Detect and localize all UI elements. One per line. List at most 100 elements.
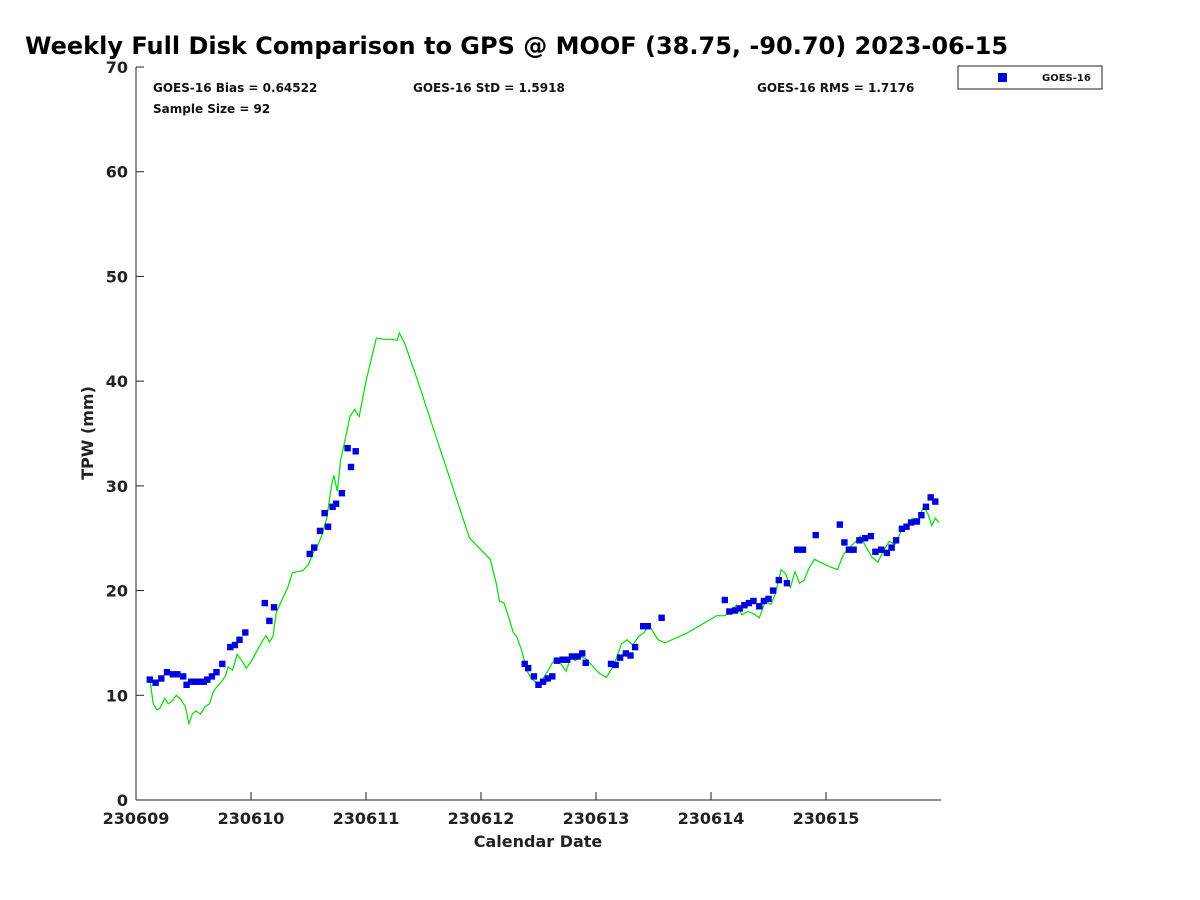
goes16-point xyxy=(907,519,915,526)
goes16-point xyxy=(204,676,211,683)
goes16-point xyxy=(311,544,318,551)
goes16-point xyxy=(736,605,743,612)
goes16-point xyxy=(883,549,891,557)
goes16-point xyxy=(158,675,165,682)
goes16-point xyxy=(270,604,278,611)
goes16-point xyxy=(775,576,782,584)
goes16-point xyxy=(892,537,900,544)
goes16-point xyxy=(769,587,777,594)
goes16-point xyxy=(535,681,542,688)
goes16-point xyxy=(845,546,853,553)
goes16-point xyxy=(549,673,556,680)
y-tick-label: 30 xyxy=(106,477,128,496)
goes16-point xyxy=(169,671,176,678)
goes16-point xyxy=(539,678,547,685)
goes16-point xyxy=(544,675,551,682)
goes16-point xyxy=(658,614,665,621)
goes16-point xyxy=(898,525,906,532)
goes16-point xyxy=(329,503,336,510)
legend-box xyxy=(957,65,1103,90)
goes16-point xyxy=(783,580,791,587)
y-axis-ticks: 0 10 20 30 40 50 60 70 xyxy=(106,58,144,810)
gps-line-layer xyxy=(149,331,940,726)
goes16-point xyxy=(794,546,801,553)
legend: GOES-16 xyxy=(957,65,1103,90)
goes16-point xyxy=(765,595,772,603)
goes16-point xyxy=(574,653,581,660)
x-tick-label: 230609 xyxy=(103,809,170,828)
goes16-point xyxy=(836,521,843,528)
goes16-point xyxy=(180,673,187,680)
goes16-point xyxy=(888,544,895,551)
goes16-point xyxy=(878,546,885,553)
goes16-point xyxy=(306,550,313,558)
goes16-point xyxy=(872,548,879,555)
goes16-point xyxy=(338,490,346,497)
goes16-point xyxy=(227,643,234,651)
goes16-point xyxy=(750,597,757,605)
legend-label-goes16: GOES-16 xyxy=(1042,73,1091,84)
goes16-point xyxy=(553,657,561,664)
goes16-point xyxy=(236,636,243,643)
goes16-point xyxy=(564,656,571,663)
goes16-point xyxy=(321,509,328,517)
goes16-point xyxy=(927,494,934,501)
x-tick-label: 230612 xyxy=(448,809,515,828)
goes16-point xyxy=(616,654,624,661)
goes16-point xyxy=(568,653,576,660)
goes16-point xyxy=(530,673,538,680)
goes16-point xyxy=(741,602,748,609)
goes16-point xyxy=(607,660,615,668)
x-axis-label: Calendar Date xyxy=(474,832,603,851)
goes16-point xyxy=(352,448,359,455)
goes16-point xyxy=(332,500,340,507)
goes16-point xyxy=(812,531,819,539)
goes16-point xyxy=(861,535,869,542)
goes16-point xyxy=(644,623,651,630)
goes16-point xyxy=(266,617,273,625)
goes16-point xyxy=(745,599,753,607)
goes16-point xyxy=(219,660,226,668)
goes16-point xyxy=(932,498,939,505)
goes16-point xyxy=(756,603,763,610)
goes16-point xyxy=(146,676,153,683)
x-tick-label: 230615 xyxy=(793,809,860,828)
goes16-point xyxy=(174,671,181,678)
x-tick-label: 230613 xyxy=(563,809,630,828)
plot-area: 230609 230610 230611 230612 230613 230614 2306… xyxy=(103,58,941,828)
goes16-point xyxy=(183,681,190,688)
goes16-point xyxy=(903,523,910,530)
goes16-point xyxy=(261,599,268,607)
goes16-point xyxy=(627,652,634,659)
x-tick-label: 230614 xyxy=(678,809,745,828)
goes16-point xyxy=(208,673,216,680)
std-stat: GOES-16 StD = 1.5918 xyxy=(413,81,565,95)
goes16-point xyxy=(347,463,355,471)
goes16-point xyxy=(850,546,857,553)
goes16-point xyxy=(721,596,728,604)
goes16-point xyxy=(525,664,532,672)
goes16-point xyxy=(622,650,630,657)
y-tick-label: 60 xyxy=(106,163,128,182)
y-tick-label: 70 xyxy=(106,58,128,77)
goes16-point xyxy=(582,659,589,666)
goes16-point xyxy=(918,512,925,519)
goes16-point xyxy=(726,608,733,615)
goes16-point xyxy=(913,518,921,525)
chart-title: Weekly Full Disk Comparison to GPS @ MOO… xyxy=(25,32,1008,60)
y-tick-label: 10 xyxy=(106,686,128,705)
goes16-point xyxy=(579,650,586,657)
sample-size-stat: Sample Size = 92 xyxy=(153,102,270,116)
goes16-point xyxy=(867,532,875,540)
goes16-point xyxy=(731,607,739,614)
goes16-point xyxy=(200,678,207,685)
y-tick-label: 50 xyxy=(106,267,128,286)
goes16-point-layer xyxy=(146,445,939,688)
y-tick-label: 40 xyxy=(106,372,128,391)
gps-line-series xyxy=(149,331,940,726)
goes16-point xyxy=(559,656,566,663)
goes16-point xyxy=(856,537,863,544)
goes16-point xyxy=(521,660,528,668)
x-tick-label: 230610 xyxy=(218,809,285,828)
goes16-point xyxy=(922,503,930,510)
